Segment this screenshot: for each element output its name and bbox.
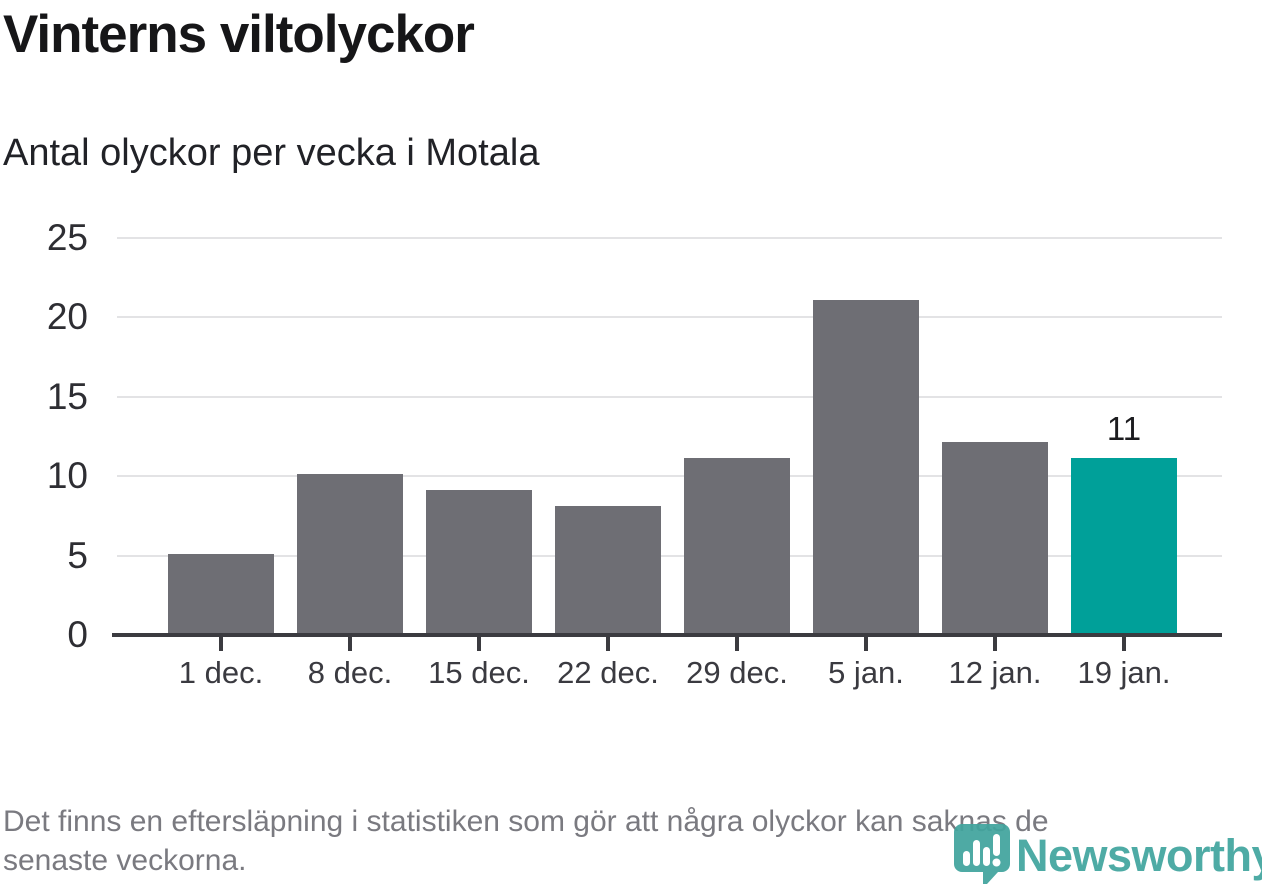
y-axis-tick-label: 10 (46, 455, 88, 497)
grid-line (117, 237, 1222, 239)
bar (426, 490, 532, 633)
x-axis-tick-mark (993, 637, 997, 651)
x-axis-tick-mark (477, 637, 481, 651)
bar (684, 458, 790, 633)
x-axis-tick-label: 5 jan. (828, 655, 904, 690)
x-axis-tick-mark (864, 637, 868, 651)
y-axis-tick-label: 20 (46, 296, 88, 338)
x-axis-tick-mark (219, 637, 223, 651)
chart-subtitle: Antal olyckor per vecka i Motala (3, 132, 540, 174)
logo-brand-text: Newsworthy (1016, 830, 1262, 881)
x-axis-tick-mark (606, 637, 610, 651)
bar (813, 300, 919, 633)
y-axis-tick-label: 25 (46, 217, 88, 258)
x-axis-tick-label: 8 dec. (307, 655, 393, 690)
x-axis-tick-label: 22 dec. (557, 655, 659, 690)
bar-highlighted (1071, 458, 1177, 633)
x-axis-tick-label: 15 dec. (428, 655, 530, 690)
newsworthy-pin-chart-icon (954, 824, 1010, 884)
x-axis-line (112, 633, 1222, 637)
grid-line (117, 316, 1222, 319)
page-title: Vinterns viltolyckor (3, 5, 475, 64)
footnote-line-1: Det finns en eftersläpning i statistiken… (3, 805, 1049, 838)
x-axis-tick-mark (1122, 637, 1126, 651)
x-axis-tick-label: 29 dec. (686, 655, 788, 690)
bar (168, 554, 274, 633)
grid-line (117, 475, 1222, 478)
y-axis-tick-label: 0 (67, 614, 88, 655)
x-axis-tick-mark (348, 637, 352, 651)
bar (555, 506, 661, 633)
grid-line (117, 395, 1222, 398)
y-axis-tick-label: 15 (46, 375, 88, 417)
x-axis-tick-label: 1 dec. (178, 655, 264, 690)
bar-value-label: 11 (1106, 410, 1142, 448)
grid-line (117, 554, 1222, 557)
x-axis-tick-mark (735, 637, 739, 651)
footnote: Det finns en eftersläpning i statistiken… (3, 802, 1049, 880)
newsworthy-logo: Newsworthy (948, 820, 1262, 884)
footnote-line-2: senaste veckorna. (3, 844, 247, 877)
x-axis-tick-label: 19 jan. (1077, 655, 1171, 690)
x-axis-tick-label: 12 jan. (948, 655, 1042, 690)
bar (297, 474, 403, 633)
y-axis-tick-label: 5 (67, 534, 88, 576)
bar (942, 442, 1048, 633)
